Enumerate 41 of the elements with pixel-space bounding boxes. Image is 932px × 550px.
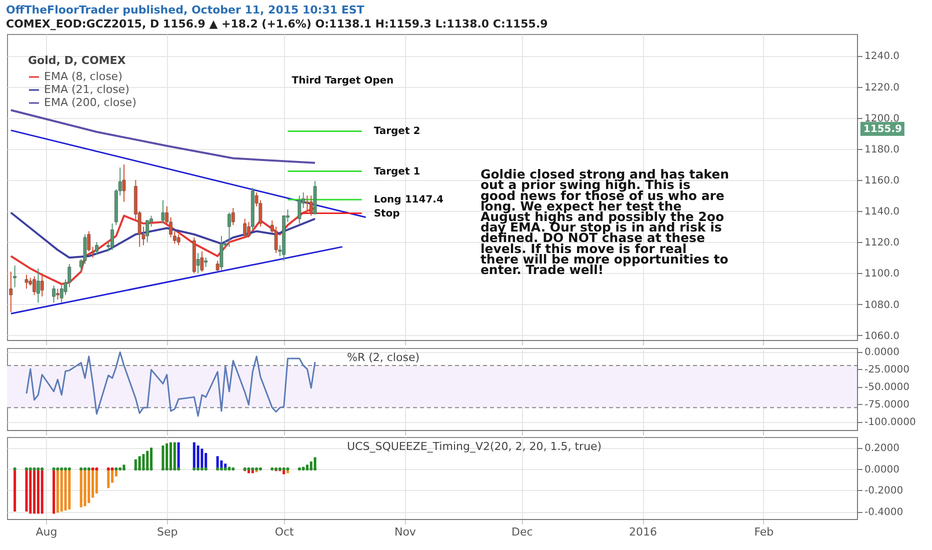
- annotation: Target 1: [374, 166, 420, 178]
- legend-title: Gold, D, COMEX: [28, 54, 126, 67]
- annotation: Target 2: [374, 126, 420, 138]
- y-tick-label: 1200.0: [864, 113, 900, 124]
- x-tick-label: Aug: [36, 526, 58, 538]
- y-tick-label: 1180.0: [864, 144, 900, 156]
- annotation: Long 1147.4: [374, 194, 444, 206]
- y-tick-label: 1080.0: [864, 300, 900, 311]
- x-tick-label: Oct: [274, 526, 295, 538]
- y-tick-label: 1140.0: [864, 206, 900, 218]
- chart-title: %R (2, close): [347, 351, 420, 364]
- legend-label: EMA (8, close): [44, 70, 122, 83]
- y-tick-label: 1100.0: [864, 268, 900, 280]
- y-tick-label: 0.0000: [864, 347, 900, 358]
- annotation: Third Target Open: [292, 75, 394, 86]
- y-tick-label: 1120.0: [864, 238, 900, 249]
- y-tick-label: -75.0000: [864, 400, 910, 411]
- text: 1155.9: [863, 124, 902, 135]
- annotation: Stop: [374, 208, 400, 220]
- chart-title: UCS_SQUEEZE_Timing_V2(20, 2, 20, 1.5, true): [347, 440, 602, 453]
- y-tick-label: 1160.0: [864, 176, 900, 187]
- y-tick-label: 0.0000: [864, 464, 900, 476]
- legend-label: EMA (200, close): [44, 96, 136, 109]
- y-tick-label: 1060.0: [864, 330, 900, 342]
- x-tick-label: Dec: [512, 526, 533, 538]
- y-tick-label: -50.0000: [864, 382, 910, 394]
- y-tick-label: -0.4000: [864, 507, 904, 518]
- text: Goldie closed strong and has taken out a prior swing high. This is good news for those of us who are long. We expect her test the August highs and possibly the 2oo day EMA. Our stop is in and risk is defined. DO NOT chase at these levels. If this move is for real there will be more opportunities to enter. Trade well!: [480, 166, 730, 278]
- y-tick-label: -100.0000: [864, 417, 916, 428]
- x-tick-label: Nov: [394, 526, 416, 538]
- legend-label: EMA (21, close): [44, 83, 130, 96]
- y-tick-label: 1240.0: [864, 51, 900, 62]
- x-tick-label: Sep: [156, 526, 178, 538]
- y-tick-label: -0.2000: [864, 486, 904, 497]
- chart-subtitle: COMEX_EOD:GCZ2015, D 1156.9 ▲ +18.2 (+1.6%) O:1138.1 H:1159.3 L:1138.0 C:1155.9: [6, 18, 548, 30]
- chart-title: OffTheFloorTrader published, October 11, 2015 10:31 EST: [6, 4, 365, 16]
- y-tick-label: -25.0000: [864, 364, 910, 376]
- x-tick-label: 2016: [629, 526, 658, 538]
- y-tick-label: 1220.0: [864, 82, 900, 94]
- x-tick-label: Feb: [754, 526, 774, 538]
- y-tick-label: 0.2000: [864, 443, 900, 454]
